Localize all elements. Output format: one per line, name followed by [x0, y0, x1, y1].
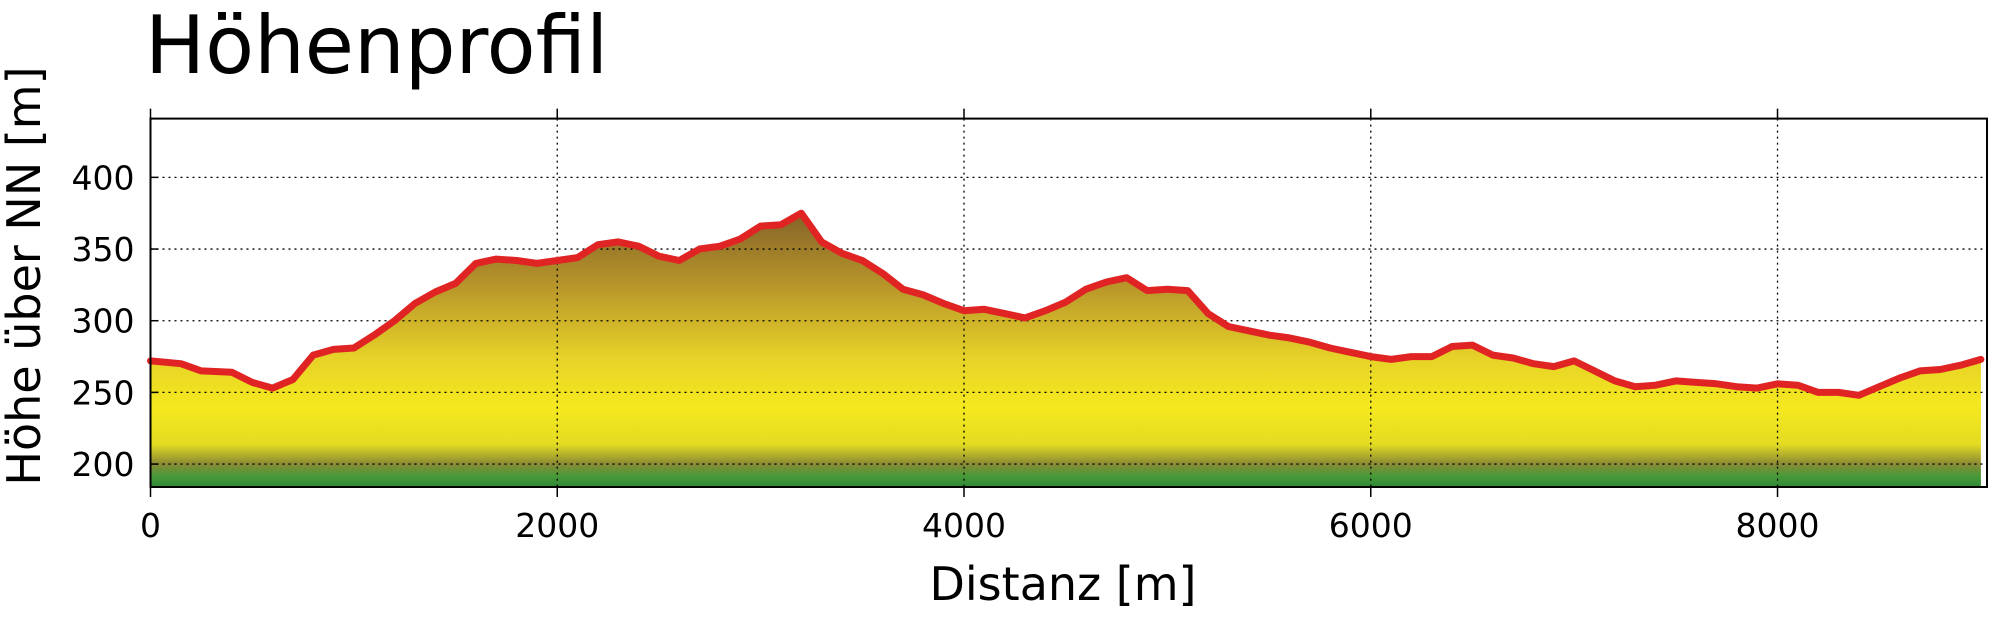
y-tick-label: 350	[72, 230, 135, 269]
x-tick-label: 8000	[1736, 506, 1820, 545]
x-tick-label: 2000	[515, 506, 599, 545]
plot-frame	[149, 117, 1988, 488]
chart-title: Höhenprofil	[145, 0, 608, 92]
y-tick-label: 300	[72, 302, 135, 341]
line	[147, 209, 1985, 399]
x-axis-label: Distanz [m]	[929, 557, 1196, 611]
y-tick-label: 250	[72, 373, 135, 412]
x-tick-label: 6000	[1329, 506, 1413, 545]
y-axis-label: Höhe über NN [m]	[0, 66, 51, 485]
x-tick-label: 0	[140, 506, 161, 545]
area-fill	[150, 213, 1981, 487]
y-tick-label: 400	[72, 158, 135, 197]
y-tick-label: 200	[72, 445, 135, 484]
x-tick-label: 4000	[922, 506, 1006, 545]
